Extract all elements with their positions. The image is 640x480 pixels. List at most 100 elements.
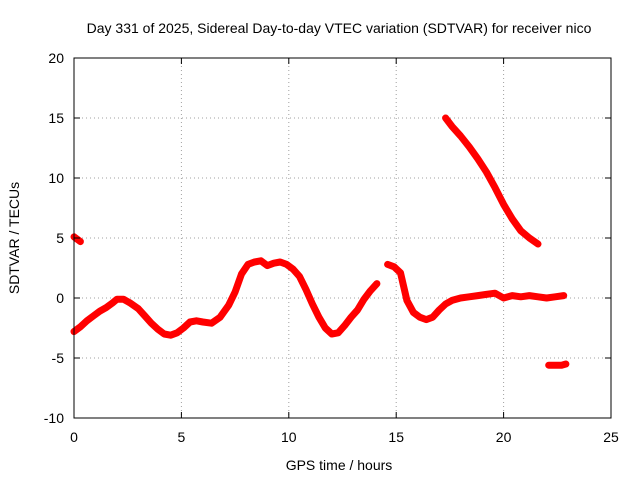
data-point	[500, 201, 507, 208]
y-tick-label: 0	[56, 290, 64, 306]
data-point	[449, 123, 456, 130]
data-point	[558, 362, 565, 369]
chart-title: Day 331 of 2025, Sidereal Day-to-day VTE…	[87, 20, 592, 36]
series-low-segment	[545, 360, 570, 369]
data-point	[509, 215, 516, 222]
data-point	[562, 361, 569, 367]
series-main-band	[70, 257, 381, 339]
data-point	[77, 323, 84, 330]
data-point	[552, 362, 559, 369]
x-tick-label: 5	[178, 429, 186, 445]
data-point	[397, 269, 404, 276]
x-tick-label: 0	[70, 429, 78, 445]
data-point	[483, 291, 490, 298]
data-point	[270, 260, 277, 267]
data-point	[391, 263, 398, 270]
data-point	[309, 301, 316, 307]
data-point	[457, 133, 464, 139]
data-point	[403, 297, 410, 304]
data-point	[277, 259, 284, 265]
data-point	[449, 297, 456, 304]
y-tick-label: -10	[44, 410, 64, 426]
data-point	[109, 299, 116, 306]
data-point	[410, 309, 417, 316]
data-point	[186, 319, 193, 325]
data-point	[328, 331, 335, 337]
x-tick-label: 20	[496, 429, 512, 445]
data-point	[103, 304, 110, 311]
grid-lines	[74, 58, 611, 418]
y-tick-label: 5	[56, 230, 64, 246]
data-point	[384, 261, 391, 268]
data-point	[238, 271, 245, 277]
data-point	[296, 273, 303, 280]
data-point	[517, 227, 524, 234]
data-point	[474, 155, 481, 162]
axis-ticks: 0 5 10 15 20 25 -10 -5 0 5 10 15 20	[44, 50, 619, 445]
data-point	[416, 314, 423, 321]
data-point	[442, 115, 449, 121]
data-point	[543, 295, 550, 301]
data-point	[545, 362, 552, 369]
x-tick-label: 15	[388, 429, 404, 445]
x-tick-label: 10	[281, 429, 297, 445]
data-point	[83, 317, 90, 324]
data-point	[154, 326, 161, 333]
data-point	[509, 292, 516, 299]
data-point	[141, 313, 148, 319]
data-point	[208, 320, 215, 327]
data-point	[302, 286, 309, 293]
x-axis-label: GPS time / hours	[286, 457, 393, 473]
data-point	[373, 280, 380, 287]
data-point	[161, 331, 168, 337]
data-point	[436, 307, 443, 313]
data-point	[423, 316, 430, 323]
data-point	[552, 293, 559, 300]
data-point	[457, 295, 464, 301]
data-point	[96, 308, 103, 315]
data-point	[341, 322, 348, 329]
data-point	[335, 329, 342, 336]
data-point	[77, 238, 84, 245]
data-point	[534, 293, 541, 300]
data-point	[526, 235, 533, 241]
data-point	[74, 236, 81, 243]
y-tick-label: 15	[48, 110, 64, 126]
data-point	[257, 257, 264, 264]
data-point	[367, 287, 374, 294]
data-point	[193, 317, 200, 324]
data-point	[360, 296, 367, 303]
data-point	[135, 305, 142, 312]
data-point	[180, 325, 187, 331]
data-point	[322, 325, 329, 331]
y-tick-label: 10	[48, 170, 64, 186]
data-point	[517, 293, 524, 300]
data-point	[442, 301, 449, 307]
data-point	[225, 302, 232, 309]
data-point	[534, 241, 541, 247]
data-point	[474, 292, 481, 299]
data-point	[492, 184, 499, 191]
series-start-segment	[70, 233, 84, 246]
data-series	[70, 114, 570, 369]
data-point	[348, 314, 355, 321]
series-trace	[70, 257, 381, 339]
data-point	[466, 293, 473, 300]
data-point	[167, 332, 174, 339]
data-point	[315, 314, 322, 321]
data-point	[526, 292, 533, 299]
data-point	[113, 296, 120, 303]
data-point	[148, 320, 155, 327]
y-tick-label: -5	[52, 350, 65, 366]
data-point	[492, 290, 499, 297]
data-point	[217, 314, 224, 321]
x-tick-label: 25	[603, 429, 619, 445]
data-point	[290, 266, 297, 273]
data-point	[429, 314, 436, 321]
data-point	[251, 259, 258, 265]
y-axis-label: SDTVAR / TECUs	[6, 182, 22, 294]
data-point	[90, 313, 97, 319]
data-point	[283, 261, 290, 268]
y-tick-label: 20	[48, 50, 64, 66]
